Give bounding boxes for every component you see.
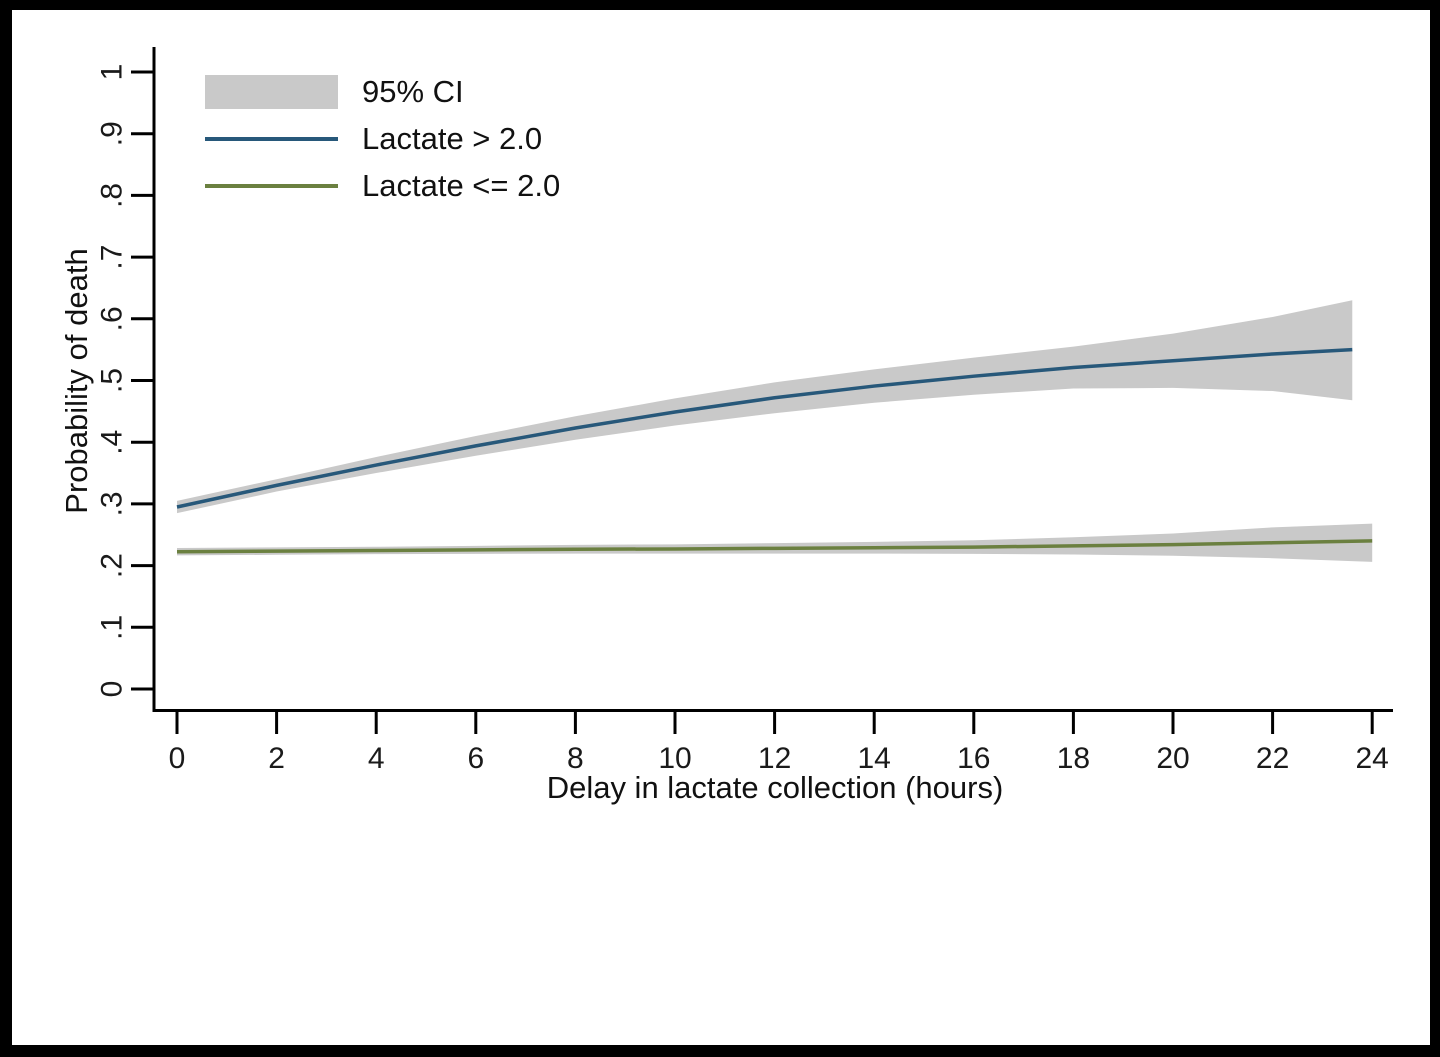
y-tick-label: .7 (96, 245, 129, 270)
ci-band-1 (177, 523, 1373, 562)
x-tick-label: 22 (1256, 742, 1289, 775)
ci-band-0 (177, 300, 1353, 514)
lactate-low-line-swatch (205, 183, 338, 188)
y-tick-label: 0 (96, 681, 129, 698)
x-tick-label: 18 (1057, 742, 1090, 775)
x-tick-label: 8 (567, 742, 584, 775)
legend-row-ci: 95% CI (205, 68, 560, 115)
x-axis-title: Delay in lactate collection (hours) (546, 770, 1004, 805)
x-tick-label: 16 (957, 742, 990, 775)
x-tick-label: 4 (368, 742, 385, 775)
ci-band-swatch (205, 74, 338, 109)
x-tick-label: 20 (1156, 742, 1189, 775)
y-tick-label: .2 (96, 553, 129, 578)
x-tick-label: 0 (169, 742, 186, 775)
legend-row-lactate-high: Lactate > 2.0 (205, 115, 560, 162)
legend-label-ci: 95% CI (362, 74, 464, 109)
x-tick-label: 14 (858, 742, 891, 775)
legend: 95% CI Lactate > 2.0 Lactate <= 2.0 (205, 68, 560, 209)
y-tick-label: .5 (96, 368, 129, 393)
series-line-1 (176, 539, 1373, 554)
legend-label-lactate-high: Lactate > 2.0 (362, 121, 543, 156)
y-tick-label: .4 (96, 430, 129, 455)
x-tick-label: 10 (658, 742, 691, 775)
figure-canvas (12, 10, 1430, 1045)
x-tick-label: 12 (758, 742, 791, 775)
y-tick-label: .9 (96, 121, 129, 146)
y-axis-title: Probability of death (59, 248, 94, 514)
series-line-0 (176, 347, 1353, 509)
y-tick-label: .3 (96, 491, 129, 516)
x-tick-label: 24 (1356, 742, 1389, 775)
y-tick-label: .6 (96, 306, 129, 331)
lactate-high-line-swatch (205, 136, 338, 141)
y-tick-label: 1 (96, 64, 129, 81)
x-tick-label: 2 (268, 742, 285, 775)
y-tick-label: .8 (96, 183, 129, 208)
legend-row-lactate-low: Lactate <= 2.0 (205, 162, 560, 209)
legend-label-lactate-low: Lactate <= 2.0 (362, 168, 561, 203)
y-tick-label: .1 (96, 615, 129, 640)
x-tick-label: 6 (467, 742, 484, 775)
